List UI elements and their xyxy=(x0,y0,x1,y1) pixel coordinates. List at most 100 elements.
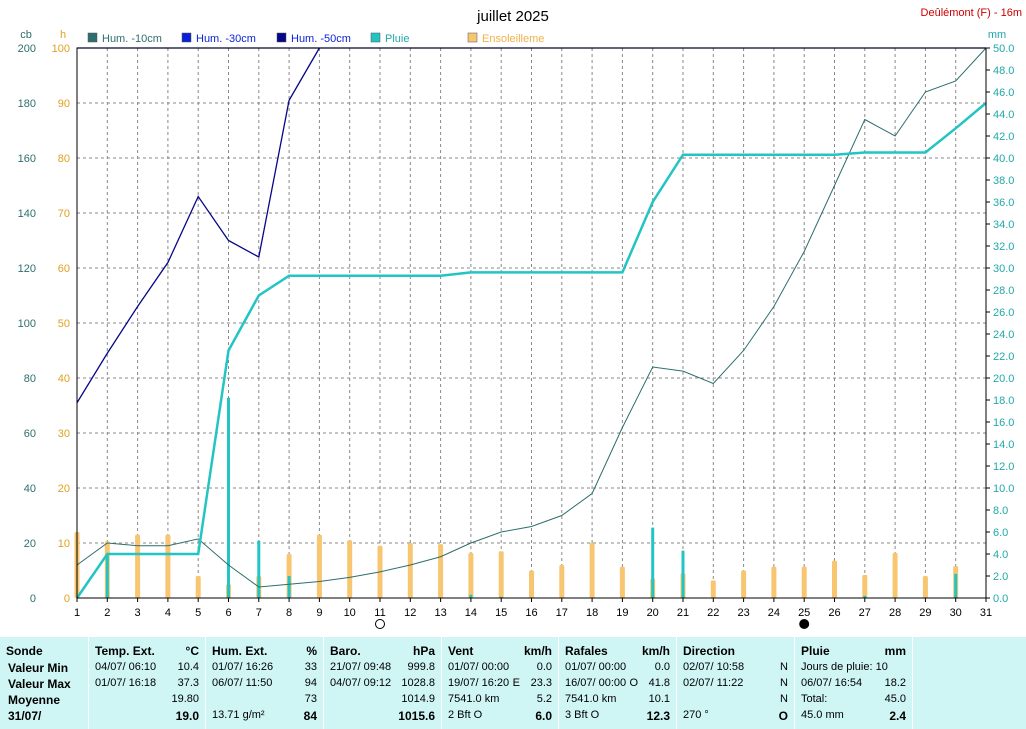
x-tick-label: 13 xyxy=(434,607,446,619)
stats-direction-value: O xyxy=(778,709,788,723)
y-right-mm-tick-label: 12.0 xyxy=(993,461,1014,473)
sunshine-bar xyxy=(347,540,353,598)
stats-hum-value: 73 xyxy=(304,693,317,705)
stats-panel-pluie: Pluie mm Jours de pluie: 10 06/07/ 16:54 18.… xyxy=(795,637,913,729)
x-tick-label: 20 xyxy=(647,607,659,619)
x-tick-label: 3 xyxy=(135,607,141,619)
y-right-mm-tick-label: 16.0 xyxy=(993,417,1014,429)
legend-label: Ensoleilleme xyxy=(482,33,544,45)
y-right-mm-tick-label: 48.0 xyxy=(993,65,1014,77)
stats-temp-value: 10.4 xyxy=(177,661,199,673)
daily-rain-bar xyxy=(257,540,261,598)
y-right-mm-tick-label: 0.0 xyxy=(993,593,1008,605)
y-left-cb-tick-label: 120 xyxy=(18,263,36,275)
x-tick-label: 31 xyxy=(980,607,992,619)
y-left-cb-tick-label: 200 xyxy=(18,43,36,55)
legend-swatch xyxy=(370,32,381,43)
y-left-cb-tick-label: 20 xyxy=(24,538,36,550)
stats-baro-value: 1014.9 xyxy=(401,693,435,705)
stats-pluie-cell: Total: xyxy=(801,693,828,705)
y-left-h-tick-label: 60 xyxy=(58,263,70,275)
y-left-h-tick-label: 70 xyxy=(58,208,70,220)
sunshine-bar xyxy=(407,543,413,598)
y-right-mm-tick-label: 28.0 xyxy=(993,285,1014,297)
stats-temp-unit: °C xyxy=(185,644,199,658)
y-left-h-tick-label: 30 xyxy=(58,428,70,440)
left-axis-unit-h: h xyxy=(60,29,66,41)
stats-panel-direction: Direction 02/07/ 10:58 N 02/07/ 11:22 N N 270 … xyxy=(677,637,795,729)
sunshine-bar xyxy=(438,544,444,598)
stats-vent-unit: km/h xyxy=(523,644,552,658)
stats-vent-cell: 01/07/ 00:00 xyxy=(448,661,510,673)
stats-baro-value: 1028.8 xyxy=(401,677,435,689)
y-left-h-tick-label: 50 xyxy=(58,318,70,330)
right-axis-unit-mm: mm xyxy=(988,29,1006,41)
x-tick-label: 16 xyxy=(525,607,537,619)
stats-row-label: Valeur Max xyxy=(8,677,71,691)
sunshine-bar xyxy=(559,565,565,598)
x-tick-label: 4 xyxy=(165,607,171,619)
date-marker-open-circle xyxy=(375,619,385,629)
daily-rain-bars xyxy=(105,397,958,598)
stats-vent-value: 6.0 xyxy=(535,709,552,723)
stats-panel-temp: Temp. Ext. °C 04/07/ 06:10 10.4 01/07/ 16:18… xyxy=(89,637,206,729)
x-tick-label: 27 xyxy=(859,607,871,619)
sunshine-bar xyxy=(195,576,201,598)
stats-rafales-unit: km/h xyxy=(641,644,670,658)
y-right-mm-tick-label: 30.0 xyxy=(993,263,1014,275)
stats-row-label: Moyenne xyxy=(8,693,61,707)
y-left-h-tick-label: 40 xyxy=(58,373,70,385)
sunshine-bar xyxy=(832,560,837,598)
stats-vent-title: Vent xyxy=(448,644,474,658)
stats-rafales-title: Rafales xyxy=(565,644,608,658)
stats-pluie-value: 45.0 xyxy=(884,693,906,705)
stats-hum-unit: % xyxy=(306,644,317,658)
y-right-mm-tick-label: 6.0 xyxy=(993,527,1008,539)
sunshine-bar xyxy=(316,534,322,598)
x-tick-label: 8 xyxy=(286,607,292,619)
stats-panel-vent: Vent km/h 01/07/ 00:00 0.0 19/07/ 16:20 E 23.3… xyxy=(442,637,559,729)
sunshine-bar xyxy=(892,552,898,598)
stats-pluie-unit: mm xyxy=(884,644,906,658)
stats-panel-empty xyxy=(913,637,1026,729)
stats-temp-title: Temp. Ext. xyxy=(95,644,155,658)
y-right-mm-tick-label: 10.0 xyxy=(993,483,1014,495)
y-left-cb-tick-label: 100 xyxy=(18,318,36,330)
x-tick-label: 22 xyxy=(707,607,719,619)
y-right-mm-tick-label: 38.0 xyxy=(993,175,1014,187)
x-tick-label: 25 xyxy=(798,607,810,619)
stats-direction-value: N xyxy=(780,693,788,705)
x-tick-label: 29 xyxy=(919,607,931,619)
y-right-mm-tick-label: 14.0 xyxy=(993,439,1014,451)
y-right-mm-tick-label: 46.0 xyxy=(993,87,1014,99)
sunshine-bar xyxy=(165,534,171,598)
y-right-mm-tick-label: 36.0 xyxy=(993,197,1014,209)
stats-direction-value: N xyxy=(780,677,788,689)
left-axis-unit-cb: cb xyxy=(20,29,32,41)
y-left-h-tick-label: 90 xyxy=(58,98,70,110)
y-left-h-tick-label: 100 xyxy=(52,43,70,55)
x-tick-label: 6 xyxy=(225,607,231,619)
stats-rafales-value: 10.1 xyxy=(648,693,670,705)
sunshine-bar xyxy=(710,580,716,598)
x-tick-label: 10 xyxy=(344,607,356,619)
stats-pluie-cell: Jours de pluie: 10 xyxy=(801,661,888,673)
y-right-mm-tick-label: 4.0 xyxy=(993,549,1008,561)
sunshine-bar xyxy=(498,551,504,598)
sunshine-bar xyxy=(801,566,807,598)
y-left-cb-tick-label: 60 xyxy=(24,428,36,440)
y-right-mm-tick-label: 8.0 xyxy=(993,505,1008,517)
stats-baro-cell: 21/07/ 09:48 xyxy=(330,661,392,673)
sunshine-bar xyxy=(529,570,534,598)
series-line-hum-50cm xyxy=(76,47,320,404)
x-tick-label: 18 xyxy=(586,607,598,619)
y-left-cb-tick-label: 40 xyxy=(24,483,36,495)
daily-rain-bar xyxy=(863,595,867,598)
axis-ticks: 1 2 3 4 5 6 7 8 9 10 11 12 13 14 15 16 17 18 19 20 21 22 23 24 2… xyxy=(18,43,1015,619)
stats-hum-cell: 06/07/ 11:50 xyxy=(212,677,273,689)
stats-rafales-cell: 3 Bft O xyxy=(565,709,600,721)
stats-hum-cell: 13.71 g/m² xyxy=(212,709,265,721)
y-left-h-tick-label: 0 xyxy=(64,593,70,605)
legend: Hum. -10cm Hum. -30cm Hum. -50cm Pluie Ensol… xyxy=(87,32,544,45)
stats-vent-cell: 2 Bft O xyxy=(448,709,483,721)
